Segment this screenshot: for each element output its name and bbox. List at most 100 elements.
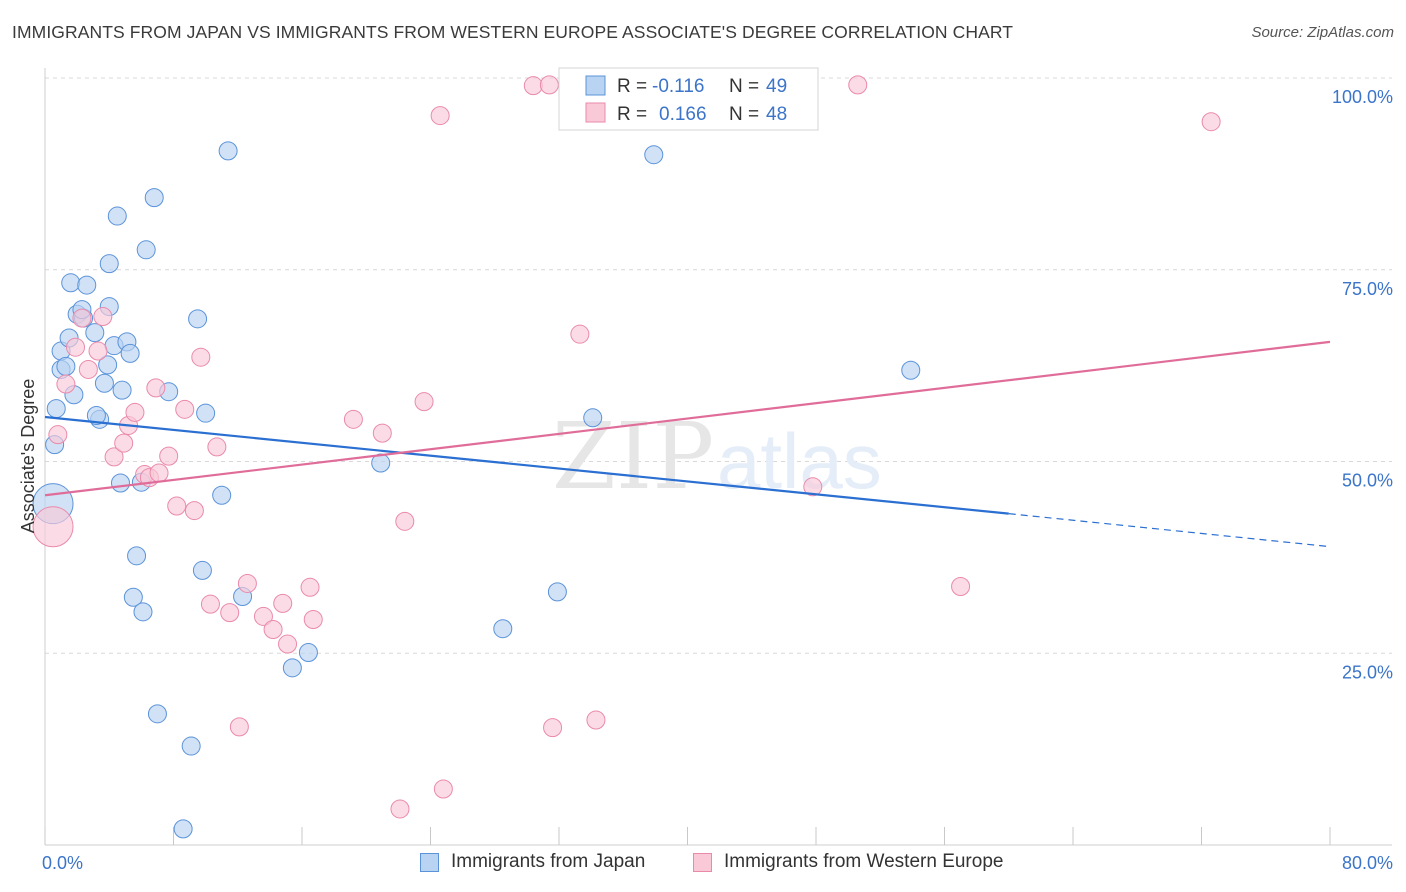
stats-legend-swatch-japan bbox=[585, 75, 606, 96]
point-weu bbox=[78, 359, 98, 379]
point-weu bbox=[114, 433, 134, 453]
point-japan bbox=[123, 587, 143, 607]
point-weu bbox=[184, 501, 204, 521]
point-japan bbox=[136, 240, 156, 260]
chart-title: IMMIGRANTS FROM JAPAN VS IMMIGRANTS FROM… bbox=[12, 22, 1014, 42]
point-japan bbox=[212, 485, 232, 505]
point-japan bbox=[107, 206, 127, 226]
point-japan bbox=[144, 188, 164, 208]
point-weu bbox=[343, 409, 363, 429]
x-tick-label: 0.0% bbox=[42, 853, 83, 873]
stats-legend-swatch-weu bbox=[585, 102, 606, 123]
points-layer bbox=[32, 75, 1221, 839]
point-japan bbox=[61, 273, 81, 293]
point-weu bbox=[539, 75, 559, 95]
point-weu bbox=[433, 779, 453, 799]
point-weu bbox=[56, 374, 76, 394]
point-weu bbox=[175, 399, 195, 419]
point-weu bbox=[543, 718, 563, 738]
point-weu bbox=[253, 606, 273, 626]
stats-n-value-japan: 49 bbox=[766, 76, 787, 97]
point-weu bbox=[167, 496, 187, 516]
y-tick-label: 50.0% bbox=[1342, 471, 1393, 491]
point-weu bbox=[803, 477, 823, 497]
y-tick-label: 25.0% bbox=[1342, 662, 1393, 682]
point-weu bbox=[125, 402, 145, 422]
point-weu bbox=[430, 106, 450, 126]
point-japan bbox=[901, 360, 921, 380]
point-weu bbox=[200, 594, 220, 614]
point-japan bbox=[94, 373, 114, 393]
point-japan bbox=[77, 275, 97, 295]
point-weu bbox=[146, 378, 166, 398]
point-japan bbox=[98, 355, 118, 375]
point-weu bbox=[303, 610, 323, 630]
watermark-atlas: atlas bbox=[717, 417, 882, 505]
point-weu bbox=[395, 511, 415, 531]
point-weu bbox=[229, 717, 249, 737]
point-weu bbox=[523, 76, 543, 96]
stats-r-value-weu: 0.166 bbox=[659, 104, 707, 125]
point-weu bbox=[237, 573, 257, 593]
axis-layer: 25.0% 50.0% 75.0% 100.0% 0.0% 80.0% bbox=[42, 68, 1393, 873]
stats-r-label-japan: R = bbox=[617, 76, 647, 97]
point-weu bbox=[88, 341, 108, 361]
point-japan bbox=[173, 819, 193, 839]
stats-legend: R = -0.116 N = 49 R = 0.166 N = 48 bbox=[558, 67, 819, 131]
point-japan bbox=[644, 145, 664, 165]
chart-source: Source: ZipAtlas.com bbox=[1251, 24, 1394, 41]
legend-label-weu: Immigrants from Western Europe bbox=[724, 851, 1004, 872]
point-weu bbox=[951, 577, 971, 597]
point-weu bbox=[263, 619, 283, 639]
watermark-zip: ZIP bbox=[552, 403, 714, 510]
grid-layer bbox=[45, 77, 1392, 654]
point-weu bbox=[72, 308, 92, 328]
point-japan bbox=[127, 546, 147, 566]
point-japan bbox=[188, 309, 208, 329]
point-weu bbox=[104, 447, 124, 467]
point-weu bbox=[570, 324, 590, 344]
point-weu bbox=[372, 423, 392, 443]
point-weu bbox=[191, 347, 211, 367]
point-weu bbox=[66, 337, 86, 357]
point-weu bbox=[93, 307, 113, 327]
stats-r-label-weu: R = bbox=[617, 104, 647, 125]
y-tick-label: 75.0% bbox=[1342, 279, 1393, 299]
stats-n-value-weu: 48 bbox=[766, 104, 787, 125]
point-japan bbox=[583, 408, 603, 428]
point-japan bbox=[99, 254, 119, 274]
point-weu bbox=[149, 463, 169, 483]
point-japan bbox=[46, 399, 66, 419]
point-japan bbox=[371, 453, 391, 473]
point-japan bbox=[298, 642, 318, 662]
point-weu bbox=[48, 425, 68, 445]
stats-r-value-japan: -0.116 bbox=[652, 76, 704, 97]
point-weu bbox=[586, 710, 606, 730]
point-weu bbox=[848, 75, 868, 95]
point-japan bbox=[112, 380, 132, 400]
point-japan bbox=[86, 405, 106, 425]
stats-n-label-japan: N = bbox=[729, 76, 759, 97]
legend-item-weu: Immigrants from Western Europe bbox=[693, 851, 1003, 873]
point-japan bbox=[56, 356, 76, 376]
point-japan bbox=[85, 323, 105, 343]
point-japan bbox=[218, 141, 238, 161]
point-weu bbox=[32, 506, 74, 548]
point-japan bbox=[282, 658, 302, 678]
legend-item-japan: Immigrants from Japan bbox=[420, 851, 645, 873]
point-weu bbox=[414, 392, 434, 412]
watermark: ZIP atlas bbox=[552, 403, 882, 510]
point-japan bbox=[133, 602, 153, 622]
point-weu bbox=[273, 593, 293, 613]
point-japan bbox=[120, 343, 140, 363]
point-japan bbox=[192, 560, 212, 580]
trendline-weu bbox=[44, 340, 1331, 497]
point-japan bbox=[110, 473, 130, 493]
stats-n-label-weu: N = bbox=[729, 104, 759, 125]
point-weu bbox=[159, 446, 179, 466]
point-weu bbox=[300, 577, 320, 597]
y-axis-label: Associate's Degree bbox=[18, 379, 38, 534]
point-weu bbox=[390, 799, 410, 819]
legend-label-japan: Immigrants from Japan bbox=[451, 851, 646, 872]
